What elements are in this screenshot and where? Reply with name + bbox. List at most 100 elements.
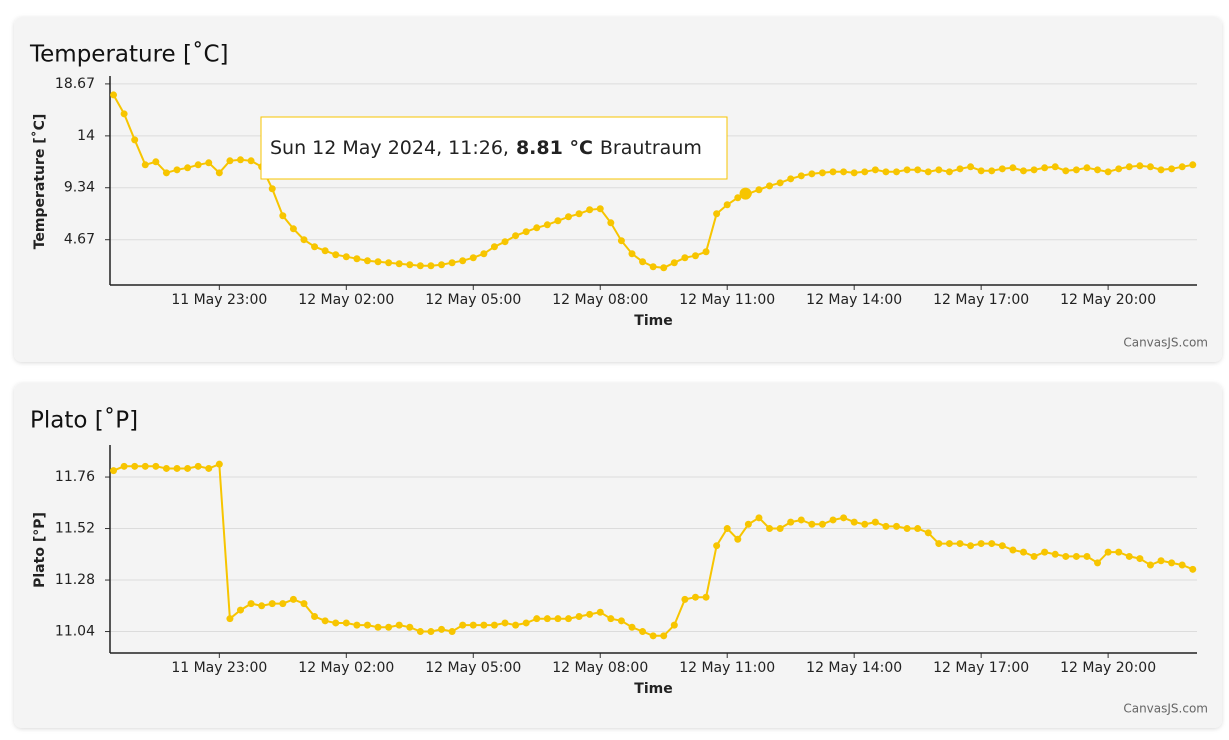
point xyxy=(406,623,414,631)
point xyxy=(617,237,625,245)
point xyxy=(840,168,848,176)
point xyxy=(893,522,901,530)
point xyxy=(533,224,541,232)
point xyxy=(660,632,668,640)
x-tick-label: 12 May 14:00 xyxy=(806,660,902,676)
point xyxy=(691,252,699,260)
point xyxy=(977,540,985,548)
point xyxy=(914,166,922,174)
point xyxy=(818,169,826,177)
point xyxy=(1051,163,1059,171)
point xyxy=(311,243,319,251)
point xyxy=(205,159,213,167)
point xyxy=(1104,168,1112,176)
point xyxy=(914,525,922,533)
point xyxy=(808,520,816,528)
point xyxy=(1041,548,1049,556)
point xyxy=(565,213,573,221)
point xyxy=(459,257,467,265)
point xyxy=(744,520,752,528)
tooltip-value: 8.81 °C xyxy=(516,137,593,159)
point xyxy=(268,600,276,608)
point xyxy=(279,600,287,608)
point xyxy=(840,514,848,522)
point xyxy=(342,619,350,627)
point xyxy=(554,615,562,623)
point xyxy=(469,254,477,262)
point xyxy=(935,540,943,548)
point xyxy=(1189,161,1197,169)
point xyxy=(321,617,329,625)
point xyxy=(850,518,858,526)
point xyxy=(1030,166,1038,174)
point xyxy=(607,219,615,227)
point xyxy=(935,166,943,174)
y-tick-label: 9.34 xyxy=(64,180,95,196)
point xyxy=(998,165,1006,173)
point xyxy=(332,619,340,627)
point xyxy=(596,205,604,213)
point xyxy=(533,615,541,623)
point xyxy=(110,467,118,475)
point xyxy=(353,255,361,263)
point xyxy=(628,250,636,258)
point xyxy=(808,170,816,178)
point xyxy=(501,619,509,627)
x-tick-label: 12 May 11:00 xyxy=(679,660,775,676)
point xyxy=(586,610,594,618)
point xyxy=(1178,561,1186,569)
point xyxy=(924,168,932,176)
point xyxy=(480,621,488,629)
point xyxy=(162,169,170,177)
point xyxy=(776,179,784,187)
point xyxy=(924,529,932,537)
point xyxy=(416,262,424,270)
point xyxy=(342,253,350,261)
point xyxy=(829,168,837,176)
point xyxy=(681,254,689,262)
y-tick-label: 11.28 xyxy=(55,572,95,588)
x-tick-label: 12 May 05:00 xyxy=(425,660,521,676)
chart-title: Temperature [˚C] xyxy=(29,41,229,68)
x-tick-label: 12 May 17:00 xyxy=(933,660,1029,676)
point xyxy=(543,615,551,623)
point xyxy=(670,621,678,629)
point xyxy=(670,259,678,267)
point xyxy=(120,110,128,118)
x-axis-title: Time xyxy=(634,681,672,697)
point xyxy=(787,518,795,526)
point xyxy=(893,168,901,176)
point xyxy=(639,258,647,266)
x-tick-label: 11 May 23:00 xyxy=(171,660,267,676)
y-axis-title: Plato [°P] xyxy=(32,512,48,588)
point xyxy=(702,593,710,601)
point xyxy=(1062,552,1070,560)
point xyxy=(448,259,456,267)
point xyxy=(967,163,975,171)
point xyxy=(184,164,192,172)
x-tick-label: 12 May 08:00 xyxy=(552,292,648,308)
point xyxy=(956,540,964,548)
point xyxy=(1178,163,1186,171)
point xyxy=(998,542,1006,550)
x-tick-label: 12 May 20:00 xyxy=(1060,660,1156,676)
point xyxy=(1083,164,1091,172)
point xyxy=(152,462,160,470)
point xyxy=(289,225,297,233)
point xyxy=(162,464,170,472)
point xyxy=(247,600,255,608)
point xyxy=(321,247,329,255)
point xyxy=(427,628,435,636)
point xyxy=(1146,561,1154,569)
point xyxy=(988,167,996,175)
point xyxy=(385,623,393,631)
point xyxy=(522,228,530,236)
point xyxy=(628,623,636,631)
point xyxy=(702,248,710,256)
point xyxy=(723,525,731,533)
point xyxy=(1072,552,1080,560)
point xyxy=(1168,165,1176,173)
credit: CanvasJS.com xyxy=(1123,336,1208,350)
